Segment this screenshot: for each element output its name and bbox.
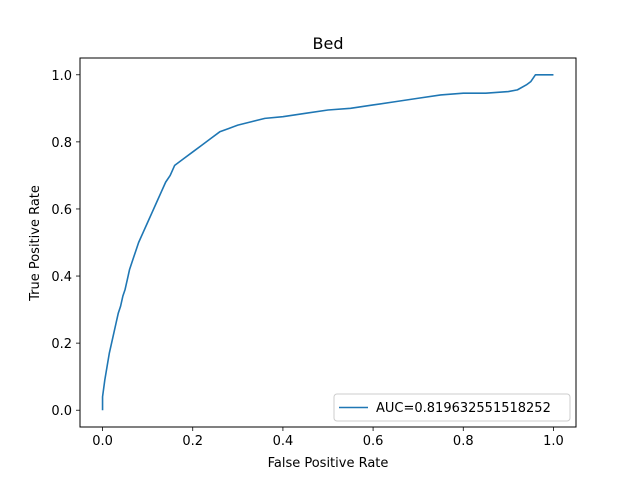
x-tick-label: 0.6	[363, 434, 384, 449]
y-axis-label: True Positive Rate	[28, 185, 43, 302]
x-tick-label: 0.0	[92, 434, 113, 449]
y-tick-label: 0.8	[51, 136, 72, 151]
legend-box	[333, 393, 571, 422]
x-tick-label: 0.4	[273, 434, 294, 449]
chart-title: Bed	[313, 34, 344, 53]
y-tick-label: 0.2	[51, 337, 72, 352]
legend: AUC=0.819632551518252	[333, 393, 571, 422]
plot-frame	[79, 57, 577, 428]
y-tick-label: 0.4	[51, 270, 72, 285]
x-axis-ticks: 0.0 0.2 0.4 0.6 0.8 1.0	[92, 427, 564, 449]
roc-curve-line-0	[101, 73, 554, 411]
x-tick-label: 0.2	[182, 434, 203, 449]
y-tick-label: 0.0	[51, 404, 72, 419]
curve-layer	[101, 73, 554, 411]
x-tick-label: 1.0	[543, 434, 564, 449]
y-tick-label: 0.6	[51, 203, 72, 218]
y-axis-ticks: 0.0 0.2 0.4 0.6 0.8 1.0	[51, 69, 80, 419]
y-tick-label: 1.0	[51, 69, 72, 84]
x-axis-label: False Positive Rate	[268, 456, 389, 471]
x-tick-label: 0.8	[453, 434, 474, 449]
legend-label: AUC=0.819632551518252	[376, 401, 551, 416]
